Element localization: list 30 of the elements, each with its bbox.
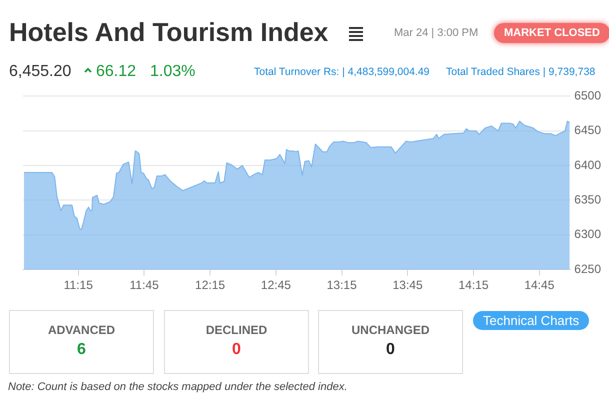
text: Technical Charts	[473, 311, 590, 330]
y-tick-label: 6350	[574, 192, 602, 207]
x-tick-label: 13:15	[326, 278, 358, 292]
text: 6	[76, 341, 87, 359]
y-tick-label: 6500	[574, 88, 602, 103]
text: 66.12	[96, 63, 136, 81]
x-tick-label: 12:15	[195, 278, 226, 292]
text: 0	[231, 341, 242, 359]
text: UNCHANGED	[350, 323, 430, 337]
x-tick-label: 11:45	[130, 278, 160, 292]
y-tick-label: 6300	[574, 227, 602, 242]
text: Total Turnover Rs: | 4,483,599,004.49	[254, 66, 430, 78]
x-tick-label: 14:15	[458, 278, 489, 292]
x-tick-label: 11:15	[64, 278, 94, 292]
text: 0	[385, 341, 396, 359]
text: ADVANCED	[46, 323, 116, 337]
x-tick-label: 12:45	[260, 278, 292, 292]
y-tick-label: 6250	[574, 262, 602, 276]
text: Mar 24 | 3:00 PM	[394, 27, 478, 39]
y-tick-label: 6400	[574, 158, 602, 172]
text: Note: Count is based on the stocks mapped under the selected index.	[8, 381, 348, 393]
x-tick-label: 14:45	[524, 278, 555, 292]
x-tick-label: 13:45	[392, 278, 423, 292]
text: 1.03%	[150, 63, 196, 81]
chart-title: Hotels And Tourism Index	[9, 17, 328, 48]
text: MARKET CLOSED	[494, 23, 609, 43]
text: Total Traded Shares | 9,739,738	[446, 66, 596, 78]
y-tick-label: 6450	[574, 123, 602, 138]
text: DECLINED	[204, 323, 268, 337]
text: 6,455.20	[9, 63, 72, 81]
